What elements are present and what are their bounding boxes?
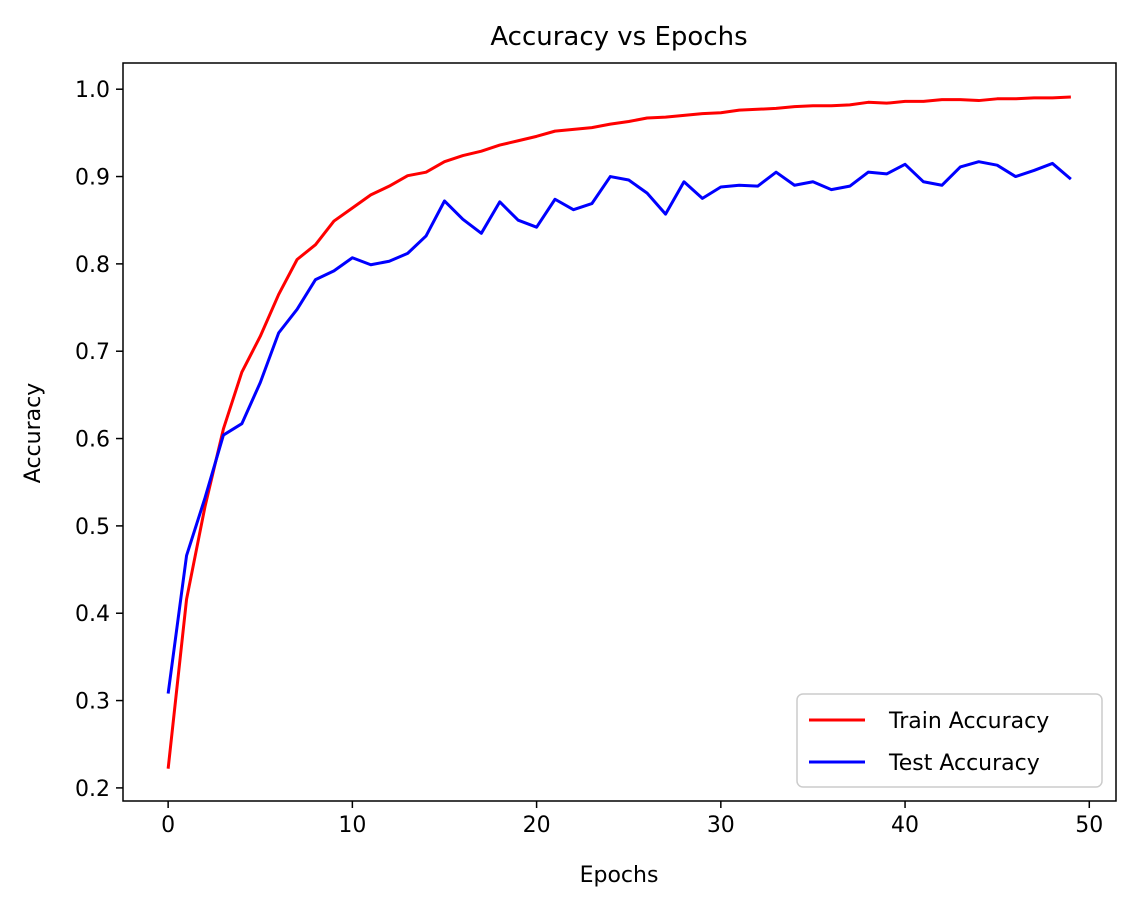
series-train-accuracy (166, 95, 1071, 769)
series-line (166, 160, 1072, 694)
y-tick-label: 0.4 (75, 602, 110, 627)
axes-frame (122, 62, 1117, 802)
x-tick-label: 40 (891, 813, 919, 838)
series-line (166, 95, 1071, 769)
x-tick-label: 10 (338, 813, 366, 838)
y-axis-title: Accuracy (21, 383, 46, 483)
y-tick-label: 1.0 (75, 78, 110, 103)
legend: Train Accuracy Test Accuracy (796, 693, 1103, 788)
axes-layer (122, 62, 1117, 802)
plot-area (123, 63, 1116, 801)
series-test-accuracy (166, 160, 1072, 694)
plot-background (123, 63, 1116, 801)
x-axis-ticks: 0 10 20 30 40 50 (161, 801, 1103, 838)
legend-item-train-accuracy: Train Accuracy (809, 709, 1049, 734)
y-tick-label: 0.8 (75, 253, 110, 278)
x-tick-label: 30 (707, 813, 735, 838)
legend-item-test-accuracy: Test Accuracy (809, 751, 1040, 776)
y-tick-label: 0.3 (75, 690, 110, 715)
x-tick-label: 20 (523, 813, 551, 838)
x-axis-title: Epochs (580, 863, 659, 888)
y-tick-label: 0.5 (75, 515, 110, 540)
x-tick-label: 50 (1075, 813, 1103, 838)
y-tick-label: 0.9 (75, 166, 110, 191)
x-tick-label: 0 (161, 813, 175, 838)
legend-box (796, 693, 1103, 788)
y-tick-label: 0.7 (75, 340, 110, 365)
legend-label: Test Accuracy (888, 751, 1040, 776)
y-tick-label: 0.2 (75, 777, 110, 802)
y-axis-ticks: 0.2 0.3 0.4 0.5 0.6 0.7 0.8 0.9 1.0 (75, 78, 123, 802)
series-layer (166, 95, 1072, 769)
y-tick-label: 0.6 (75, 428, 110, 453)
chart-title: Accuracy vs Epochs (490, 22, 747, 52)
legend-label: Train Accuracy (888, 709, 1049, 734)
